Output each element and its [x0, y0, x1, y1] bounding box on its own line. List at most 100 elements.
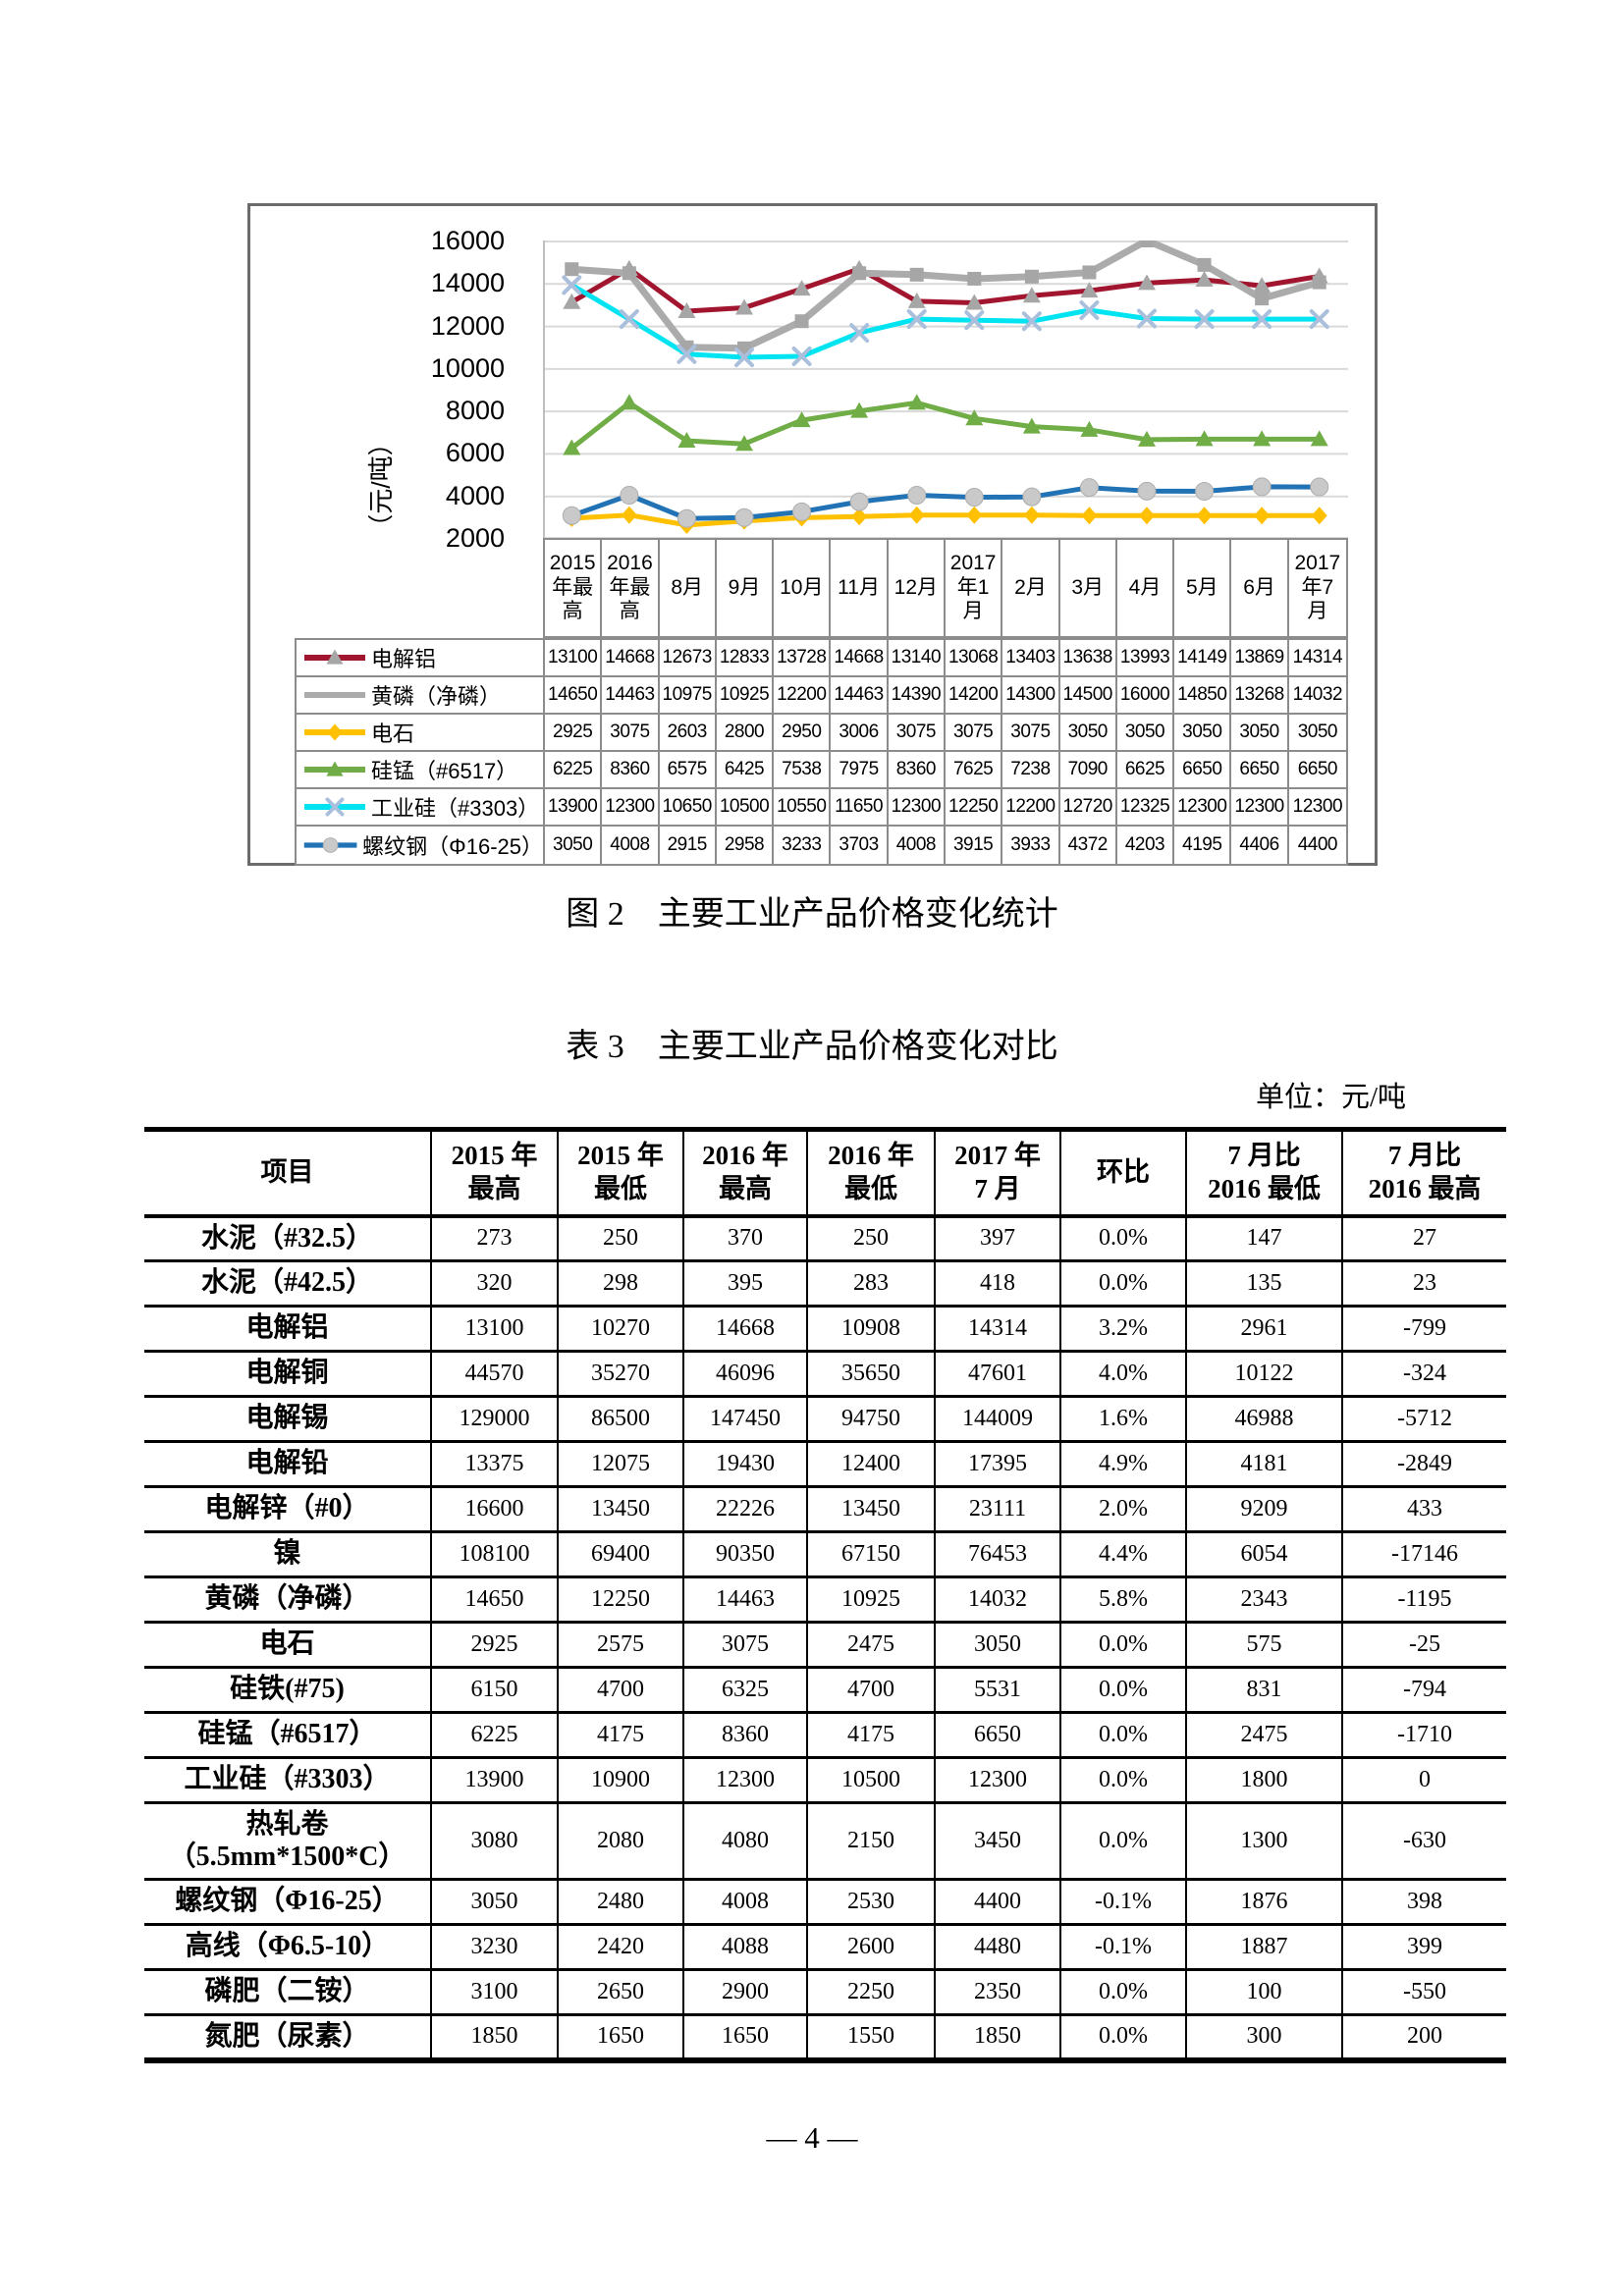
legend-value-cell: 7538 — [774, 752, 832, 789]
table-row-label: 电石 — [144, 1621, 432, 1668]
table-cell: 4.9% — [1059, 1440, 1187, 1487]
legend-value-cell: 10925 — [716, 677, 775, 715]
table-row-label: 水泥（#42.5） — [144, 1259, 432, 1307]
axis-column-header: 10月 — [774, 540, 832, 636]
table-cell: 2350 — [934, 1968, 1061, 2015]
table-cell: 10908 — [806, 1305, 936, 1352]
unit-label: 单位：元/吨 — [1255, 1082, 1406, 1113]
legend-value-cell: 12673 — [659, 640, 717, 677]
table-cell: 397 — [934, 1214, 1061, 1261]
table-cell: 2900 — [682, 1968, 808, 2015]
legend-value-cell: 13140 — [888, 640, 946, 677]
square-marker — [1197, 257, 1212, 272]
legend-series-name: 工业硅（#3303） — [371, 796, 540, 821]
table-cell: 3050 — [934, 1621, 1061, 1668]
table-cell: 370 — [682, 1214, 808, 1261]
table-cell: -0.1% — [1059, 1878, 1187, 1925]
x-marker — [325, 797, 345, 817]
table-cell: 5.8% — [1059, 1575, 1187, 1623]
table-cell: 200 — [1341, 2013, 1506, 2060]
triangle-marker — [792, 411, 811, 428]
table-cell: 47601 — [934, 1350, 1061, 1397]
triangle-marker — [1080, 420, 1099, 437]
legend-value-cell: 4195 — [1174, 827, 1232, 864]
diamond-marker — [327, 723, 343, 741]
legend-value-cell: 3075 — [602, 715, 660, 752]
triangle-marker — [965, 409, 984, 426]
series-line — [568, 484, 1323, 521]
legend-value-cell: 14149 — [1174, 640, 1232, 677]
table-cell: 1850 — [934, 2013, 1061, 2060]
diamond-marker — [1311, 507, 1327, 525]
table-row: 电解锌（#0） 16600 13450 22226 13450 23111 2.0% 9209… — [144, 1485, 1506, 1532]
table-cell: 2480 — [557, 1878, 684, 1925]
series-line — [568, 266, 1323, 314]
table-cell: -5712 — [1341, 1395, 1506, 1442]
triangle-marker — [965, 294, 984, 310]
legend-key-icon — [303, 837, 357, 853]
x-marker — [906, 309, 927, 330]
x-marker — [1021, 311, 1042, 332]
circle-marker — [322, 837, 339, 853]
y-tick-label: 10000 — [430, 352, 505, 383]
circle-marker — [1022, 487, 1042, 507]
table-cell: 3100 — [430, 1968, 559, 2015]
table-cell: -25 — [1341, 1621, 1506, 1668]
table-row: 黄磷（净磷） 14650 12250 14463 10925 14032 5.8% 2343-… — [144, 1575, 1506, 1623]
table-cell: 12250 — [557, 1575, 684, 1623]
y-tick-label: 14000 — [430, 268, 505, 298]
triangle-marker — [620, 394, 638, 410]
table-cell: 3080 — [430, 1801, 559, 1880]
legend-value-cell: 2925 — [545, 715, 603, 752]
table-cell: 10122 — [1185, 1350, 1343, 1397]
table-cell: 4.0% — [1059, 1350, 1187, 1397]
table-cell: 0.0% — [1059, 1968, 1187, 2015]
diamond-marker — [1081, 507, 1098, 525]
table-row: 镍 108100 69400 90350 67150 76453 4.4% 6054 -1714… — [144, 1530, 1506, 1577]
triangle-marker — [1022, 417, 1041, 434]
circle-marker — [562, 506, 581, 525]
table-cell: 12300 — [682, 1756, 808, 1803]
table-row-label: 硅铁(#75) — [144, 1666, 432, 1713]
triangle-marker — [735, 435, 753, 452]
table-cell: 0.0% — [1059, 2013, 1187, 2060]
table-cell: 35650 — [806, 1350, 936, 1397]
triangle-marker — [1253, 430, 1272, 447]
axis-column-header: 3月 — [1060, 540, 1117, 636]
table-cell: 0.0% — [1059, 1666, 1187, 1713]
legend-value-cell: 12325 — [1116, 789, 1175, 827]
diamond-marker — [621, 506, 637, 524]
axis-column-header: 6月 — [1231, 540, 1289, 636]
triangle-marker — [907, 292, 926, 308]
legend-value-cell: 6425 — [716, 752, 775, 789]
triangle-marker — [1138, 430, 1156, 447]
legend-value-cell: 12200 — [1002, 789, 1060, 827]
y-tick-label: 4000 — [445, 480, 505, 510]
table-row: 电解铜 44570 35270 46096 35650 47601 4.0% 10122 -32… — [144, 1350, 1506, 1397]
table-cell: 4400 — [934, 1878, 1061, 1925]
table-row-label: 高线（Φ6.5-10） — [144, 1923, 432, 1970]
circle-marker — [1252, 477, 1272, 497]
table-cell: 44570 — [430, 1350, 559, 1397]
axis-column-header: 2月 — [1002, 540, 1060, 636]
table-cell: 13375 — [430, 1440, 559, 1487]
price-comparison-table-wrap: 项目 2015 年 最高 2015 年 最低 2016 年 最高 2016 年 最低 20… — [144, 1127, 1506, 2063]
legend-value-cell: 13638 — [1059, 640, 1117, 677]
legend-value-cell: 14300 — [1002, 677, 1060, 715]
triangle-marker — [1195, 430, 1214, 447]
table-row-label: 氮肥（尿素） — [144, 2013, 432, 2060]
table-row: 氮肥（尿素） 1850 1650 1650 1550 1850 0.0% 300 200 — [144, 2013, 1506, 2060]
table-row: 工业硅（#3303） 13900 10900 12300 10500 12300 0.0% 1… — [144, 1756, 1506, 1803]
table-cell: 14463 — [682, 1575, 808, 1623]
triangle-marker — [677, 302, 696, 319]
axis-column-header: 4月 — [1117, 540, 1175, 636]
triangle-marker — [735, 298, 753, 315]
table-cell: 418 — [934, 1259, 1061, 1307]
table-cell: 147 — [1185, 1214, 1343, 1261]
table-cell: 6325 — [682, 1666, 808, 1713]
legend-key-icon — [304, 761, 365, 776]
table-row-label: 工业硅（#3303） — [144, 1756, 432, 1803]
triangle-marker — [1022, 287, 1041, 303]
table-cell: -1710 — [1341, 1711, 1506, 1758]
legend-row-label: 电石 — [297, 715, 545, 752]
